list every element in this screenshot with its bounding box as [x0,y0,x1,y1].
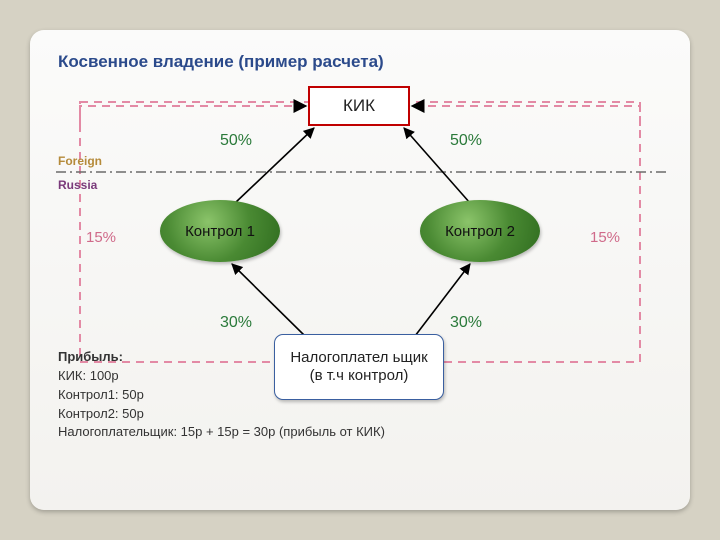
profit-block: Прибыль: КИК: 100р Контрол1: 50р Контрол… [58,348,385,442]
node-control2: Контрол 2 [420,200,540,262]
slide-title: Косвенное владение (пример расчета) [58,52,662,72]
label-russia: Russia [58,178,97,192]
label-tax-c2: 30% [450,314,482,332]
node-kik: КИК [308,86,410,126]
profit-line-0: КИК: 100р [58,367,385,386]
profit-line-1: Контрол1: 50р [58,386,385,405]
profit-line-3: Налогоплательщик: 15р + 15р = 30р (прибы… [58,423,385,442]
dashed-edge-right [412,106,640,126]
profit-line-2: Контрол2: 50р [58,405,385,424]
label-tax-c1: 30% [220,314,252,332]
label-foreign: Foreign [58,154,102,168]
profit-heading: Прибыль: [58,348,385,367]
node-control2-label: Контрол 2 [445,223,515,240]
label-c2-kik: 50% [450,132,482,150]
slide-card: Косвенное владение (пример расчета) КИК … [30,30,690,510]
label-dash-left: 15% [86,229,116,246]
dashed-edge-left [80,106,306,126]
node-kik-label: КИК [343,96,375,116]
node-control1-label: Контрол 1 [185,223,255,240]
label-c1-kik: 50% [220,132,252,150]
label-dash-right: 15% [590,229,620,246]
node-control1: Контрол 1 [160,200,280,262]
